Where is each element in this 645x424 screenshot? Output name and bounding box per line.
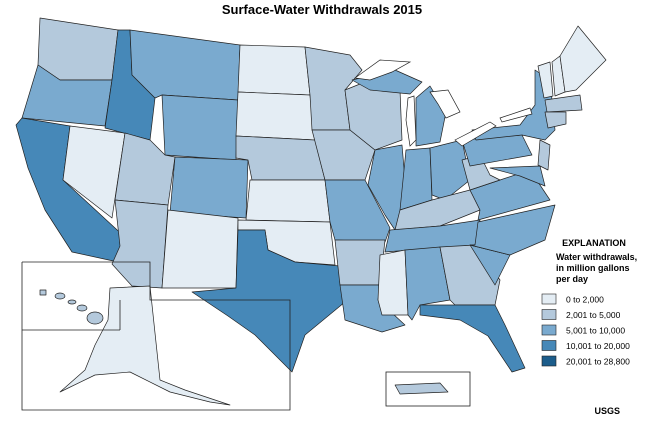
region [59,285,231,406]
region [429,139,471,201]
region [537,139,551,171]
legend-swatch [541,324,557,336]
region [377,249,409,316]
region [559,25,607,93]
region [311,129,376,181]
legend-swatch [541,309,557,320]
legend-label: 2,001 to 5,000 [566,310,621,320]
hawaii-island [76,304,88,312]
region [334,239,386,286]
region [161,94,239,161]
credit: USGS [594,406,620,416]
inset-frame [21,261,291,411]
legend-subheading: in million gallons [556,263,630,273]
region [191,229,346,373]
legend-swatch [541,340,557,351]
region [489,165,546,187]
puerto-rico-inset [385,371,471,407]
region [469,204,556,256]
lake-huron [429,89,461,119]
region [37,17,119,81]
region [399,147,433,211]
hawaii-island [86,311,104,325]
region [39,289,47,296]
region [537,61,554,99]
region [235,91,316,141]
great-lakes [354,59,533,147]
region [161,209,239,289]
map-title: Surface-Water Withdrawals 2015 [222,2,422,17]
hawaii-island [67,299,77,305]
region [544,94,583,113]
alaska-hawaii-inset [21,261,291,411]
lake-michigan [405,95,417,147]
hawaii-island [54,292,66,300]
region [62,125,126,219]
legend-subheading: per day [556,274,588,284]
legend-heading: EXPLANATION [562,238,626,248]
legend-swatch [541,355,557,367]
legend: EXPLANATION Water withdrawals,in million … [541,238,637,367]
legend-label: 0 to 2,000 [566,295,604,305]
legend-label: 10,001 to 20,000 [566,341,630,351]
region [394,382,449,395]
lake-superior [354,59,412,81]
region [544,111,567,129]
region [111,199,169,289]
legend-swatch [541,293,557,305]
lake-erie [454,121,497,147]
states [15,17,607,406]
legend-subheading: Water withdrawals, [556,252,637,262]
region [169,156,249,219]
region [235,135,326,181]
legend-label: 20,001 to 28,800 [566,357,630,367]
inset-frame [385,371,471,407]
legend-label: 5,001 to 10,000 [566,326,625,336]
region [237,44,311,96]
region [129,29,241,101]
region [245,179,331,223]
region [419,304,526,373]
lake-ontario [499,107,533,123]
